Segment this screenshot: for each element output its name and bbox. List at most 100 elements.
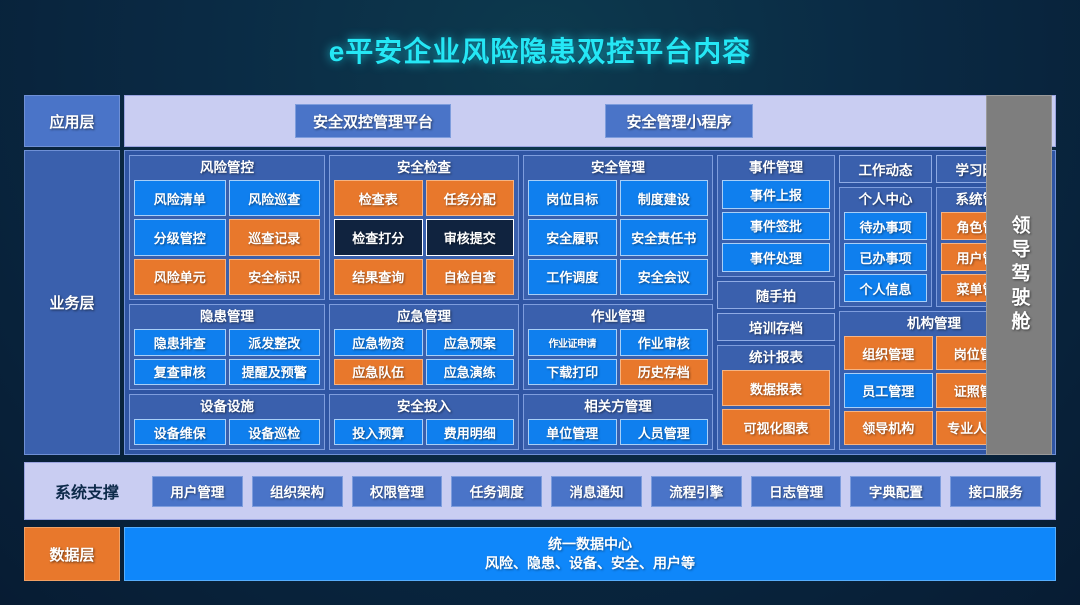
app-tile-safety-dual-control-platform[interactable]: 安全双控管理平台 bbox=[295, 104, 451, 138]
app-tile-safety-management-miniprogram[interactable]: 安全管理小程序 bbox=[605, 104, 753, 138]
feature-tile[interactable]: 安全责任书 bbox=[619, 219, 708, 256]
feature-group-title: 设备设施 bbox=[200, 399, 254, 414]
tile-grid: 检查表 任务分配 检查打分 审核提交 结果查询 自检自查 bbox=[334, 180, 514, 295]
feature-tile[interactable]: 下载打印 bbox=[528, 358, 617, 385]
feature-tile[interactable]: 派发整改 bbox=[228, 329, 320, 356]
tile-grid: 风险清单 风险巡查 分级管控 巡查记录 风险单元 安全标识 bbox=[134, 180, 320, 295]
feature-group: 风险管控风险清单 风险巡查 分级管控 巡查记录 风险单元 安全标识 bbox=[129, 155, 325, 300]
feature-group: 个人中心待办事项已办事项个人信息 bbox=[839, 187, 932, 307]
feature-tile[interactable]: 巡查记录 bbox=[228, 219, 320, 256]
feature-group: 安全检查检查表 任务分配 检查打分 审核提交 结果查询 自检自查 bbox=[329, 155, 519, 300]
tile-grid: 单位管理 人员管理 bbox=[528, 419, 708, 445]
business-column: 事件管理事件上报 事件签批 事件处理随手拍培训存档统计报表 数据报表 可视化图表 bbox=[717, 155, 835, 450]
data-layer-panel: 统一数据中心 风险、隐患、设备、安全、用户等 bbox=[124, 527, 1056, 581]
feature-tile[interactable]: 提醒及预警 bbox=[228, 358, 320, 385]
feature-tile[interactable]: 安全标识 bbox=[228, 258, 320, 295]
feature-tile[interactable]: 结果查询 bbox=[334, 258, 423, 295]
feature-tile[interactable]: 任务分配 bbox=[425, 180, 514, 217]
standalone-tile[interactable]: 培训存档 bbox=[717, 313, 835, 341]
system-support-tile[interactable]: 接口服务 bbox=[950, 475, 1042, 507]
feature-tile[interactable]: 事件处理 bbox=[722, 243, 830, 272]
feature-group: 应急管理应急物资 应急预案 应急队伍 应急演练 bbox=[329, 304, 519, 390]
standalone-tile[interactable]: 工作动态 bbox=[839, 155, 932, 183]
feature-tile[interactable]: 投入预算 bbox=[334, 419, 423, 445]
feature-group-title: 作业管理 bbox=[591, 309, 645, 324]
page-title: e平安企业风险隐患双控平台内容 bbox=[328, 36, 752, 67]
feature-tile[interactable]: 工作调度 bbox=[528, 258, 617, 295]
feature-group: 作业管理作业证申请 作业审核 下载打印 历史存档 bbox=[523, 304, 713, 390]
tile-grid: 岗位目标 制度建设 安全履职 安全责任书 工作调度 安全会议 bbox=[528, 180, 708, 295]
feature-tile[interactable]: 审核提交 bbox=[425, 219, 514, 256]
feature-tile[interactable]: 制度建设 bbox=[619, 180, 708, 217]
feature-tile[interactable]: 作业审核 bbox=[619, 329, 708, 356]
feature-tile[interactable]: 可视化图表 bbox=[722, 409, 830, 445]
feature-tile[interactable]: 已办事项 bbox=[844, 243, 927, 271]
tile-grid: 作业证申请 作业审核 下载打印 历史存档 bbox=[528, 329, 708, 385]
feature-group-title: 隐患管理 bbox=[200, 309, 254, 324]
feature-tile[interactable]: 单位管理 bbox=[528, 419, 617, 445]
feature-tile[interactable]: 岗位目标 bbox=[528, 180, 617, 217]
tile-grid: 事件上报 事件签批 事件处理 bbox=[722, 180, 830, 272]
feature-group: 安全管理 岗位目标 制度建设 安全履职 安全责任书 工作调度 安全会议 bbox=[523, 155, 713, 300]
system-support-tile[interactable]: 流程引擎 bbox=[650, 475, 742, 507]
system-support-tile[interactable]: 字典配置 bbox=[850, 475, 942, 507]
leadership-cockpit-panel[interactable]: 领导驾驶舱 bbox=[986, 95, 1052, 455]
feature-group-title: 安全投入 bbox=[397, 399, 451, 414]
feature-tile[interactable]: 设备巡检 bbox=[228, 419, 320, 445]
feature-tile[interactable]: 费用明细 bbox=[425, 419, 514, 445]
feature-tile[interactable]: 设备维保 bbox=[134, 419, 226, 445]
business-column: 安全管理 岗位目标 制度建设 安全履职 安全责任书 工作调度 安全会议作业管理作业证申请 作业… bbox=[523, 155, 713, 450]
feature-tile[interactable]: 应急演练 bbox=[425, 358, 514, 385]
feature-tile[interactable]: 检查表 bbox=[334, 180, 423, 217]
feature-tile[interactable]: 员工管理 bbox=[844, 373, 933, 408]
business-column: 安全检查检查表 任务分配 检查打分 审核提交 结果查询 自检自查应急管理应急物资 应急预案应… bbox=[329, 155, 519, 450]
feature-group-title: 安全检查 bbox=[397, 160, 451, 175]
feature-tile[interactable]: 人员管理 bbox=[619, 419, 708, 445]
feature-tile[interactable]: 风险清单 bbox=[134, 180, 226, 217]
standalone-tile[interactable]: 随手拍 bbox=[717, 281, 835, 309]
feature-tile[interactable]: 事件签批 bbox=[722, 211, 830, 241]
layer-label-data: 数据层 bbox=[24, 527, 120, 581]
feature-tile[interactable]: 待办事项 bbox=[844, 212, 927, 240]
application-layer-panel: 安全双控管理平台 安全管理小程序 bbox=[124, 95, 1056, 147]
feature-tile[interactable]: 安全履职 bbox=[528, 219, 617, 256]
feature-group-title: 个人中心 bbox=[858, 192, 913, 207]
feature-tile[interactable]: 个人信息 bbox=[844, 274, 927, 302]
feature-tile[interactable]: 历史存档 bbox=[619, 358, 708, 385]
layer-label-application: 应用层 bbox=[24, 95, 120, 147]
feature-tile[interactable]: 数据报表 bbox=[722, 370, 830, 406]
data-center-subtitle: 风险、隐患、设备、安全、用户等 bbox=[485, 555, 695, 571]
tile-grid: 设备维保 设备巡检 bbox=[134, 419, 320, 445]
leadership-cockpit-label: 领导驾驶舱 bbox=[1008, 215, 1030, 335]
feature-tile[interactable]: 应急队伍 bbox=[334, 358, 423, 385]
business-layer-panel: 风险管控风险清单 风险巡查 分级管控 巡查记录 风险单元 安全标识隐患管理隐患排查 派发整改… bbox=[124, 150, 1056, 455]
feature-tile[interactable]: 检查打分 bbox=[334, 219, 423, 256]
feature-group: 统计报表 数据报表 可视化图表 bbox=[717, 345, 835, 450]
feature-tile[interactable]: 分级管控 bbox=[134, 219, 226, 256]
feature-tile[interactable]: 隐患排查 bbox=[134, 329, 226, 356]
feature-tile[interactable]: 应急预案 bbox=[425, 329, 514, 356]
system-support-row: 系统支撑 用户管理 组织架构 权限管理 任务调度 消息通知 流程引擎 日志管理 字典配置 接口服… bbox=[24, 462, 1056, 520]
feature-tile[interactable]: 复查审核 bbox=[134, 358, 226, 385]
feature-tile[interactable]: 自检自查 bbox=[425, 258, 514, 295]
tile-grid: 应急物资 应急预案 应急队伍 应急演练 bbox=[334, 329, 514, 385]
system-support-panel: 系统支撑 用户管理 组织架构 权限管理 任务调度 消息通知 流程引擎 日志管理 字典配置 接口服… bbox=[24, 462, 1056, 520]
system-support-tile[interactable]: 日志管理 bbox=[750, 475, 842, 507]
system-support-tile[interactable]: 权限管理 bbox=[351, 475, 443, 507]
feature-tile[interactable]: 作业证申请 bbox=[528, 329, 617, 356]
feature-tile[interactable]: 领导机构 bbox=[844, 410, 933, 445]
feature-group-title: 应急管理 bbox=[397, 309, 451, 324]
feature-tile[interactable]: 应急物资 bbox=[334, 329, 423, 356]
feature-group-title: 事件管理 bbox=[749, 160, 803, 175]
feature-group-title: 风险管控 bbox=[200, 160, 254, 175]
feature-tile[interactable]: 事件上报 bbox=[722, 180, 830, 209]
feature-tile[interactable]: 组织管理 bbox=[844, 336, 933, 371]
system-support-tile[interactable]: 消息通知 bbox=[551, 475, 642, 507]
system-support-tile[interactable]: 任务调度 bbox=[451, 475, 543, 507]
feature-group-title: 机构管理 bbox=[907, 316, 961, 331]
system-support-tile[interactable]: 用户管理 bbox=[152, 475, 243, 507]
feature-tile[interactable]: 安全会议 bbox=[619, 258, 708, 295]
feature-tile[interactable]: 风险单元 bbox=[134, 258, 226, 295]
system-support-tile[interactable]: 组织架构 bbox=[251, 475, 343, 507]
feature-tile[interactable]: 风险巡查 bbox=[228, 180, 320, 217]
